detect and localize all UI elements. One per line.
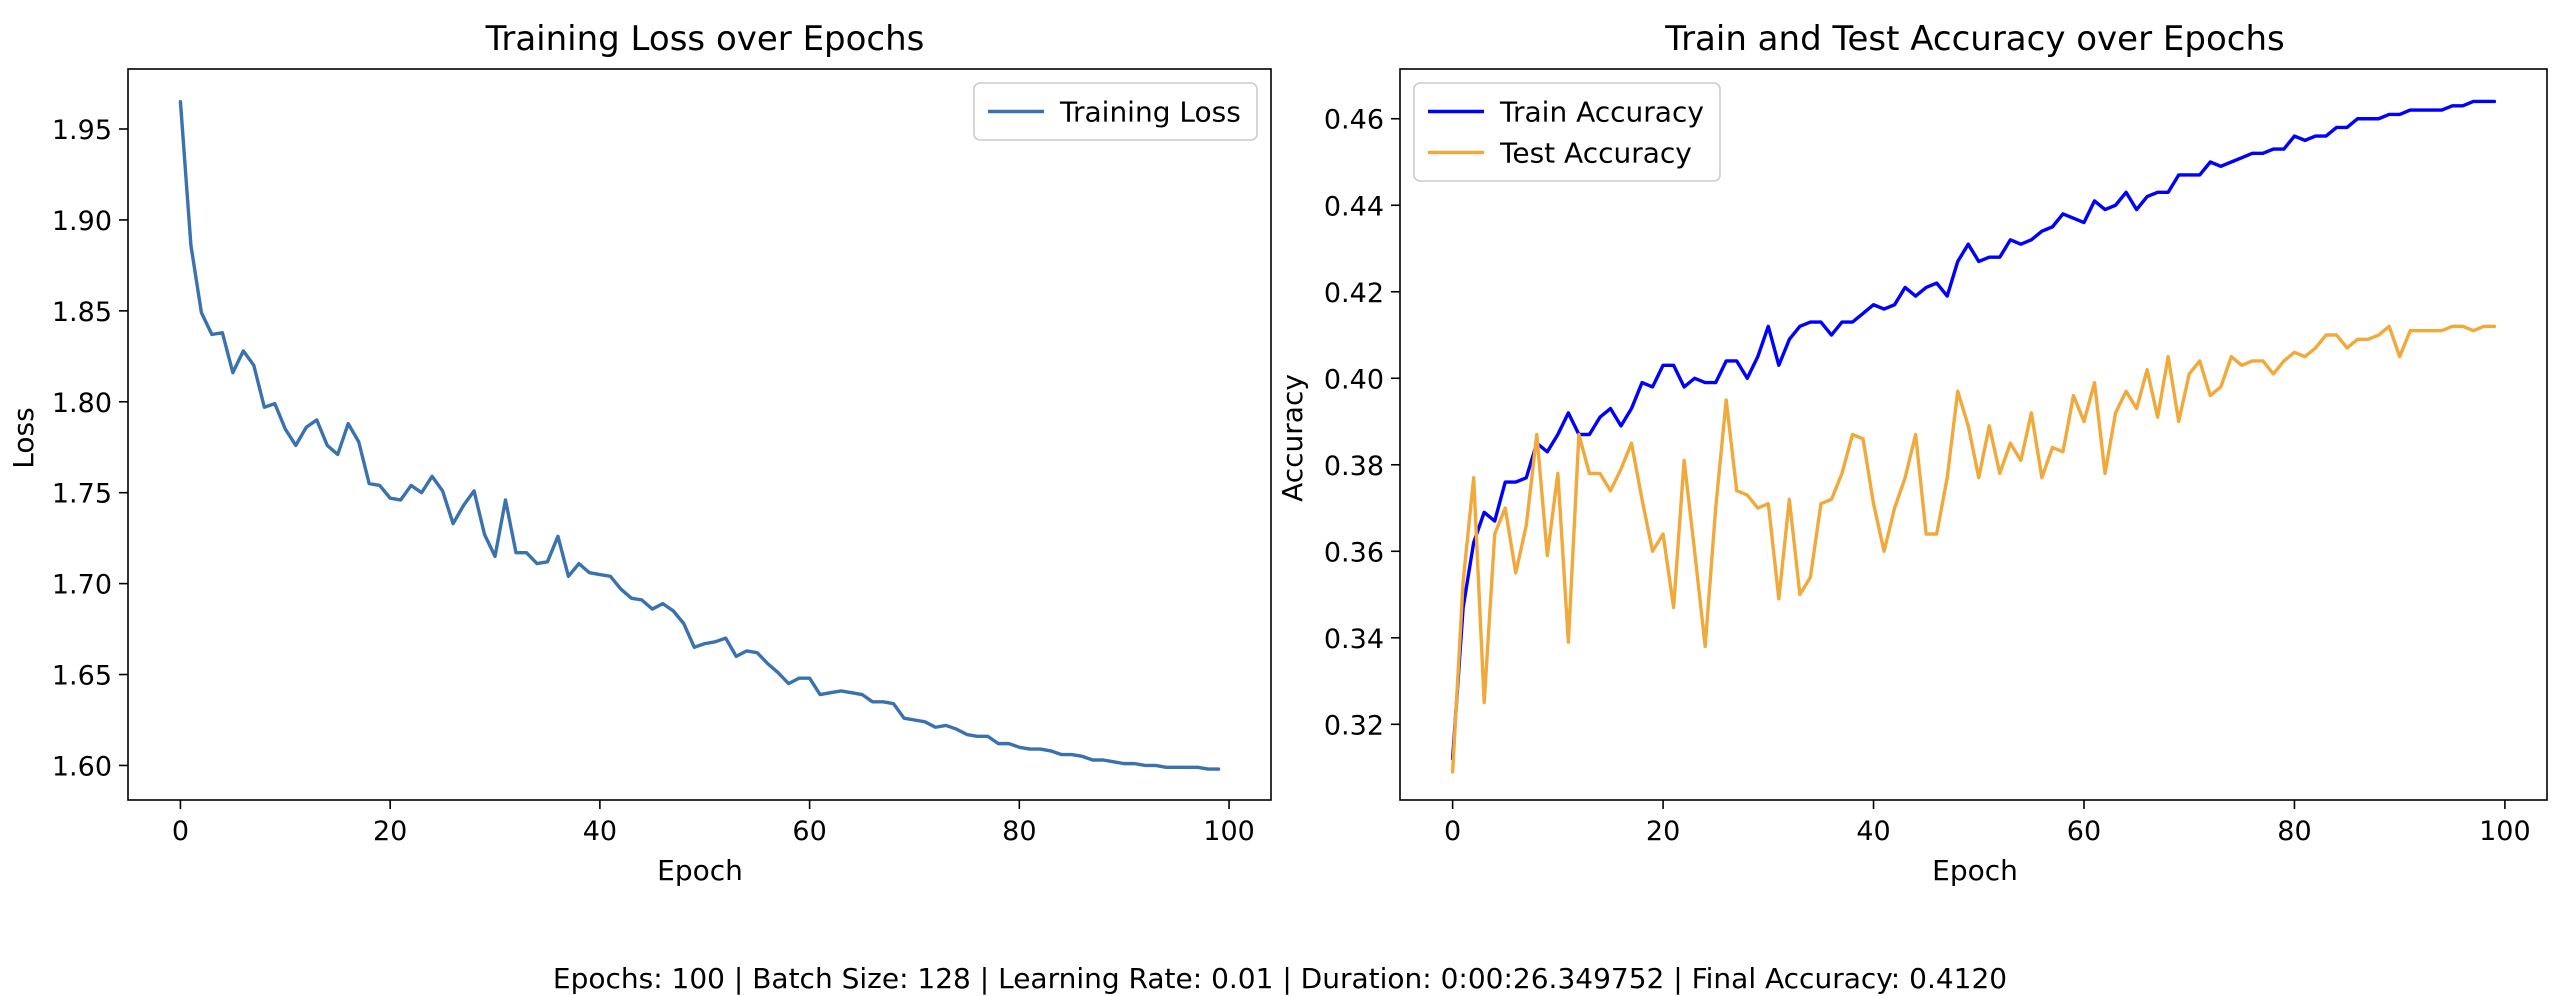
y-tick-label: 1.70 xyxy=(52,570,112,601)
x-tick-label: 0 xyxy=(1444,816,1461,847)
legend: Training Loss xyxy=(973,82,1258,141)
x-tick-label: 20 xyxy=(373,816,407,847)
y-tick-label: 1.95 xyxy=(52,115,112,146)
y-tick-label: 1.60 xyxy=(52,751,112,782)
axes-frame xyxy=(127,68,1272,801)
x-tick-label: 40 xyxy=(1856,816,1890,847)
y-tick-label: 1.80 xyxy=(52,388,112,419)
y-tick-label: 0.40 xyxy=(1324,364,1384,395)
y-tick-label: 1.75 xyxy=(52,479,112,510)
legend-label: Test Accuracy xyxy=(1499,137,1692,170)
y-tick-label: 0.46 xyxy=(1324,105,1384,136)
legend-box xyxy=(1413,82,1721,182)
y-tick-label: 1.65 xyxy=(52,661,112,692)
series-line-0 xyxy=(178,100,1221,771)
y-tick-label: 0.34 xyxy=(1324,624,1384,655)
x-tick-label: 100 xyxy=(1203,816,1255,847)
y-tick-label: 1.90 xyxy=(52,206,112,237)
x-tick-label: 100 xyxy=(2479,816,2531,847)
run-summary-footer: Epochs: 100 | Batch Size: 128 | Learning… xyxy=(553,962,2007,995)
x-tick-label: 60 xyxy=(2067,816,2101,847)
training-loss-chart: Training Loss over Epochs Epoch Loss 0 20… xyxy=(7,19,1272,887)
y-tick-label: 1.85 xyxy=(52,297,112,328)
y-axis-label: Loss xyxy=(7,407,40,468)
x-axis-label: Epoch xyxy=(1932,854,2018,887)
axes-frame xyxy=(1399,68,2548,801)
series-line-1 xyxy=(1450,324,2497,774)
chart-title: Training Loss over Epochs xyxy=(485,19,925,59)
x-tick-label: 60 xyxy=(792,816,826,847)
y-tick-label: 0.38 xyxy=(1324,451,1384,482)
y-tick-label: 0.44 xyxy=(1324,191,1384,222)
y-tick-label: 0.32 xyxy=(1324,710,1384,741)
x-tick-label: 40 xyxy=(583,816,617,847)
series-line-0 xyxy=(1450,99,2497,761)
legend-label: Train Accuracy xyxy=(1499,96,1704,129)
accuracy-chart: Train and Test Accuracy over Epochs Epoc… xyxy=(1276,19,2548,887)
chart-title: Train and Test Accuracy over Epochs xyxy=(1664,19,2284,59)
y-tick-label: 0.36 xyxy=(1324,537,1384,568)
y-axis-label: Accuracy xyxy=(1276,374,1309,502)
legend-label: Training Loss xyxy=(1059,96,1241,129)
x-axis-label: Epoch xyxy=(657,854,743,887)
x-tick-label: 0 xyxy=(172,816,189,847)
legend: Train Accuracy Test Accuracy xyxy=(1413,82,1721,182)
x-tick-label: 80 xyxy=(2277,816,2311,847)
y-tick-label: 0.42 xyxy=(1324,278,1384,309)
x-tick-label: 20 xyxy=(1646,816,1680,847)
legend-box xyxy=(973,82,1258,141)
x-tick-label: 80 xyxy=(1002,816,1036,847)
